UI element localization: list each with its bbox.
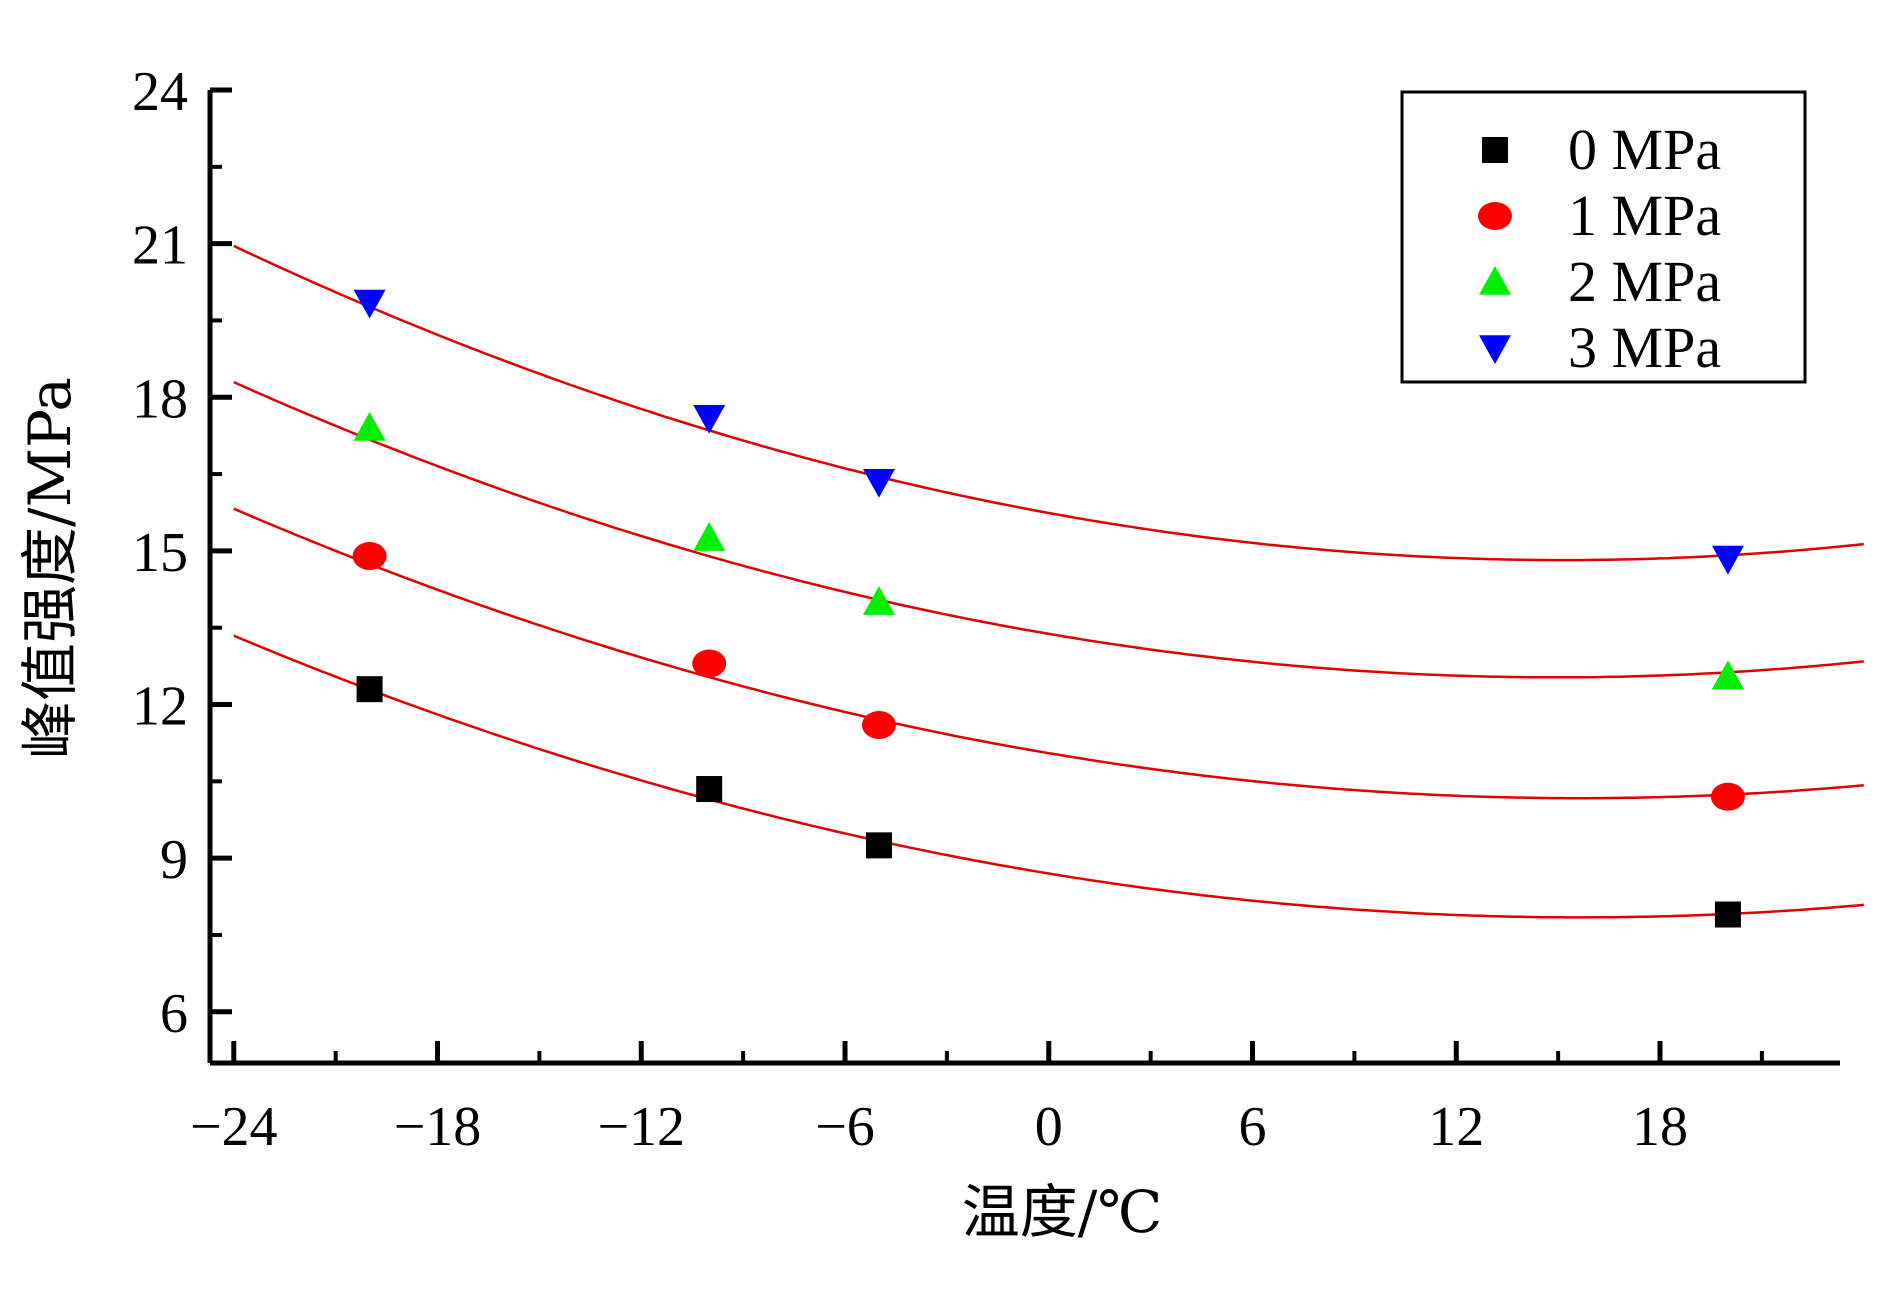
y-tick-label: 15 — [132, 522, 188, 584]
data-point — [352, 542, 387, 571]
axes — [207, 90, 1840, 1066]
legend-label: 0 MPa — [1568, 117, 1721, 182]
data-point — [865, 832, 892, 859]
data-point — [693, 404, 726, 434]
y-tick-label: 9 — [160, 829, 188, 891]
y-tick-label: 12 — [132, 676, 188, 738]
legend-label: 1 MPa — [1568, 183, 1721, 248]
data-point — [861, 711, 896, 740]
y-tick-label: 21 — [132, 215, 188, 277]
legend-label: 3 MPa — [1568, 315, 1721, 380]
y-tick-label: 6 — [160, 983, 188, 1045]
y-axis-ticks: 6 9 12 15 18 21 24 — [132, 61, 232, 1045]
data-point — [353, 411, 386, 441]
legend-box — [1400, 90, 1807, 384]
data-points — [352, 289, 1745, 928]
x-tick-label: −24 — [190, 1096, 278, 1158]
data-point — [862, 586, 895, 615]
legend-marker — [1479, 335, 1511, 364]
data-point — [696, 776, 723, 803]
data-point — [1714, 901, 1741, 928]
x-tick-label: 0 — [1035, 1096, 1063, 1158]
fit-curve-0-mpa — [233, 634, 1864, 919]
y-tick-label: 24 — [132, 61, 188, 123]
data-point — [1711, 660, 1744, 690]
x-axis-title: 温度/℃ — [962, 1178, 1162, 1246]
legend-marker — [1482, 137, 1508, 163]
x-tick-label: −6 — [815, 1096, 875, 1158]
fit-curves — [233, 244, 1864, 919]
y-axis-title: 峰值强度/MPa — [16, 377, 84, 759]
data-point — [1711, 545, 1744, 575]
legend-label: 2 MPa — [1568, 249, 1721, 314]
data-point — [693, 522, 726, 551]
data-point — [862, 468, 895, 498]
x-tick-label: 6 — [1239, 1096, 1267, 1158]
x-axis-ticks: −24 −18 −12 −6 0 6 12 18 — [190, 1041, 1764, 1158]
data-point — [353, 289, 386, 319]
y-tick-label: 18 — [132, 368, 188, 430]
x-tick-label: −12 — [597, 1096, 685, 1158]
legend-marker — [1478, 202, 1512, 230]
x-tick-label: −18 — [394, 1096, 482, 1158]
fit-curve-3-mpa — [233, 244, 1864, 562]
x-tick-label: 12 — [1428, 1096, 1484, 1158]
data-point — [692, 649, 727, 678]
fit-curve-2-mpa — [233, 380, 1864, 679]
x-tick-label: 18 — [1632, 1096, 1688, 1158]
data-point — [1710, 782, 1745, 811]
data-point — [356, 676, 383, 703]
legend-marker — [1479, 266, 1511, 295]
fit-curve-1-mpa — [233, 507, 1864, 800]
